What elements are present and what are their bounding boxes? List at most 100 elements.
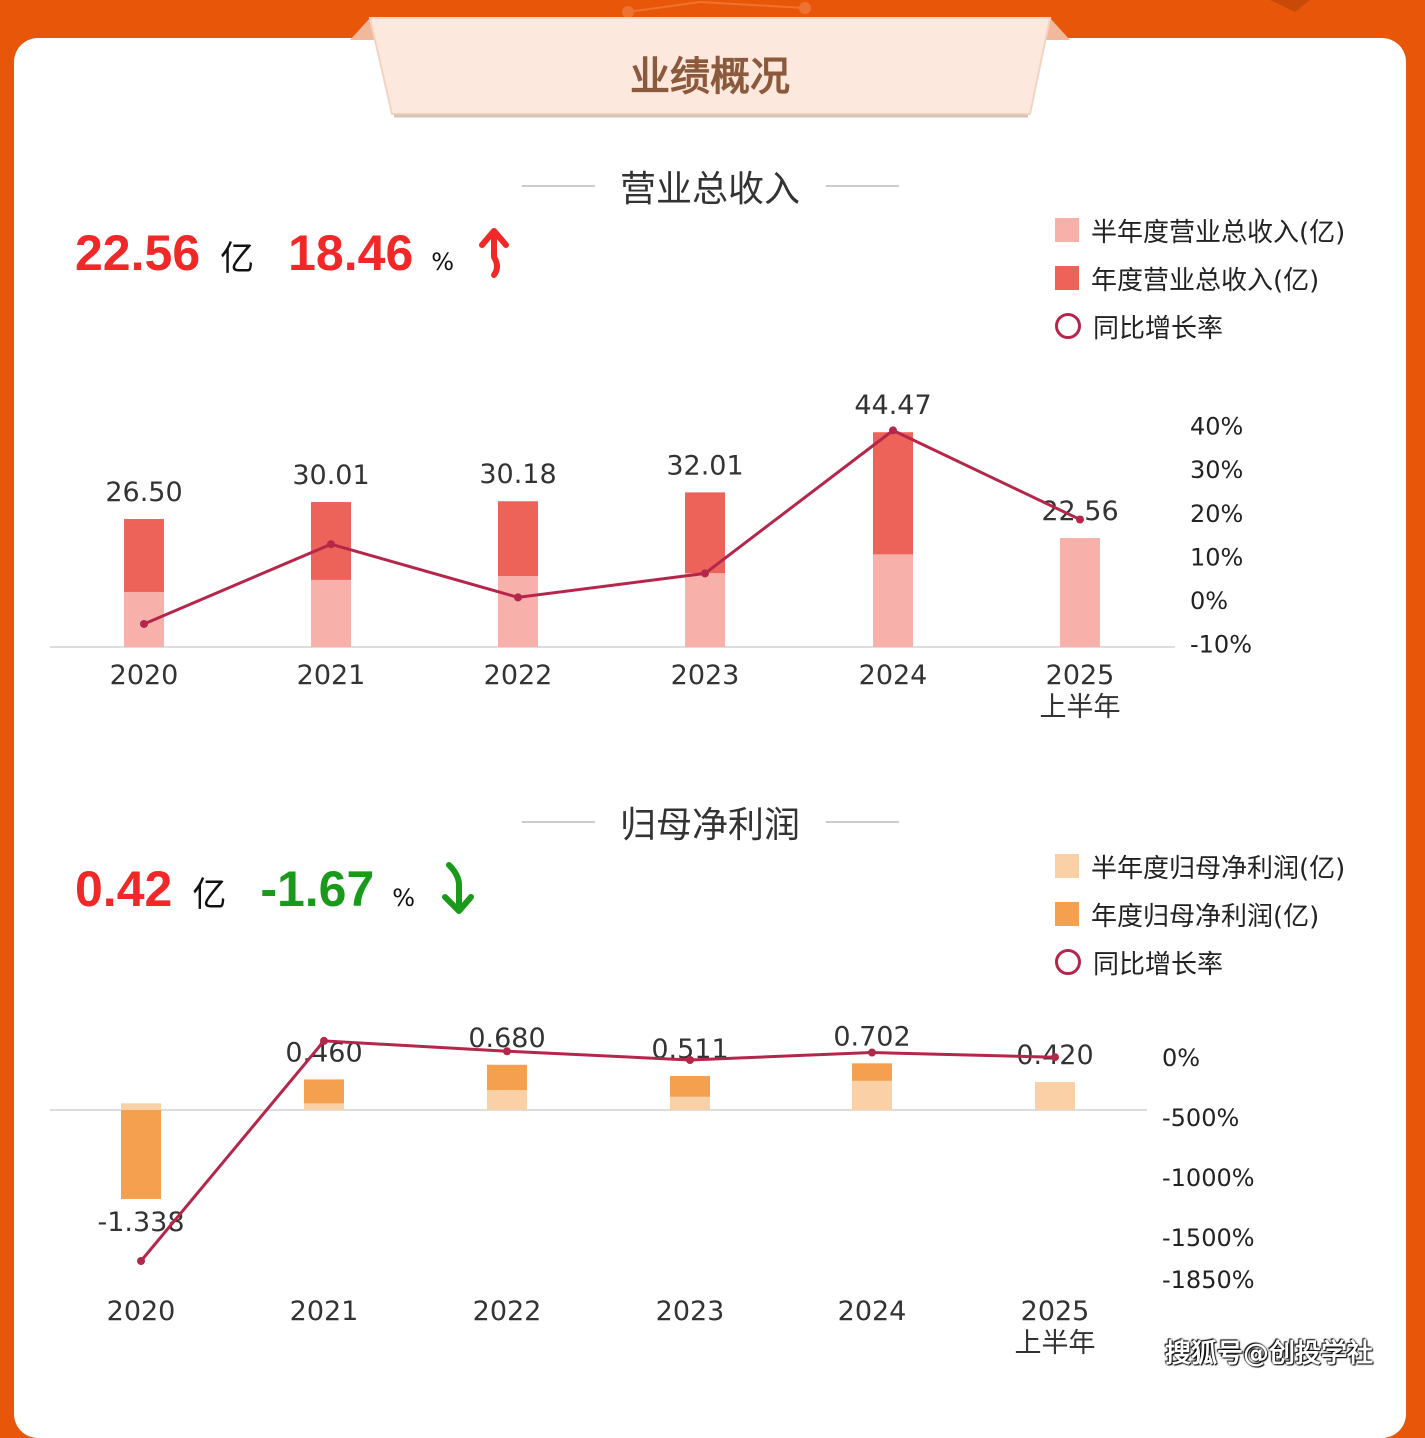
half-year-bar xyxy=(311,579,351,647)
y2-tick-label: 40% xyxy=(1190,413,1243,441)
growth-point xyxy=(327,540,335,549)
category-label: 2020 xyxy=(107,1296,176,1327)
revenue-headline: 22.56 亿 18.46 % xyxy=(75,224,512,282)
data-label: 30.01 xyxy=(292,460,369,491)
data-label: 30.18 xyxy=(479,459,556,490)
y2-tick-label: -1500% xyxy=(1162,1224,1255,1252)
half-year-bar xyxy=(873,554,913,647)
y2-tick-label: 10% xyxy=(1190,543,1243,571)
category-label: 2025 xyxy=(1046,660,1115,691)
profit-growth: -1.67 xyxy=(260,861,375,917)
revenue-growth: 18.46 xyxy=(288,225,414,281)
half-year-bar xyxy=(852,1080,892,1110)
legend-label: 半年度归母净利润(亿) xyxy=(1091,853,1346,884)
half-year-bar xyxy=(1060,538,1100,647)
growth-point xyxy=(1076,515,1084,524)
growth-point xyxy=(503,1047,511,1056)
half-year-bar xyxy=(487,1090,527,1110)
data-label: 0.702 xyxy=(833,1021,910,1052)
category-label: 上半年 xyxy=(1015,1328,1096,1359)
category-label: 上半年 xyxy=(1040,692,1121,723)
category-label: 2023 xyxy=(671,660,740,691)
y2-tick-label: 20% xyxy=(1190,500,1243,528)
data-label: 32.01 xyxy=(666,450,743,481)
revenue-unit: 亿 xyxy=(220,239,255,279)
profit-headline: 0.42 亿 -1.67 % xyxy=(75,860,477,918)
growth-point xyxy=(889,426,897,435)
category-label: 2020 xyxy=(110,660,179,691)
revenue-section-title: 营业总收入 xyxy=(619,169,800,210)
up-arrow-icon xyxy=(479,228,510,278)
category-label: 2024 xyxy=(859,660,928,691)
banner-title: 业绩概况 xyxy=(630,54,790,100)
title-rule-left xyxy=(522,185,595,187)
category-label: 2025 xyxy=(1021,1296,1090,1327)
content-card xyxy=(14,38,1406,1438)
growth-point xyxy=(137,1257,145,1265)
down-arrow-icon xyxy=(442,862,475,914)
half-year-bar xyxy=(498,575,538,647)
data-label: 26.50 xyxy=(105,477,182,508)
ring-icon xyxy=(1055,949,1081,975)
half-year-bar xyxy=(685,573,725,647)
growth-point xyxy=(701,569,709,578)
ring-icon xyxy=(1055,313,1081,339)
legend-item: 半年度营业总收入(亿) xyxy=(1055,206,1345,254)
title-rule-right xyxy=(826,185,899,187)
title-rule-right xyxy=(826,821,899,823)
revenue-value: 22.56 xyxy=(75,225,201,281)
legend-item: 年度营业总收入(亿) xyxy=(1055,254,1345,302)
legend-swatch xyxy=(1055,218,1079,242)
y2-tick-label: -1850% xyxy=(1162,1266,1255,1294)
charts-canvas: 26.50 2020 30.01 2021 30.18 2022 32.01 2023 44.4… xyxy=(50,390,1255,1359)
legend-label: 年度归母净利润(亿) xyxy=(1091,901,1320,932)
growth-point xyxy=(320,1036,328,1045)
category-label: 2021 xyxy=(290,1296,359,1327)
y2-tick-label: 0% xyxy=(1190,587,1228,615)
revenue-legend: 半年度营业总收入(亿) 年度营业总收入(亿) 同比增长率 xyxy=(1055,206,1345,350)
y2-tick-label: 0% xyxy=(1162,1044,1200,1072)
growth-line xyxy=(143,428,1081,626)
legend-item: 同比增长率 xyxy=(1055,302,1345,350)
profit-growth-unit: % xyxy=(392,884,416,912)
growth-point xyxy=(868,1048,876,1057)
legend-label: 同比增长率 xyxy=(1093,949,1224,980)
category-label: 2022 xyxy=(484,660,553,691)
legend-swatch xyxy=(1055,266,1079,290)
half-year-bar xyxy=(670,1096,710,1110)
y2-tick-label: -500% xyxy=(1162,1104,1239,1132)
legend-item: 同比增长率 xyxy=(1055,938,1345,986)
legend-swatch xyxy=(1055,854,1079,878)
data-label: -1.338 xyxy=(97,1207,184,1238)
category-label: 2021 xyxy=(297,660,366,691)
legend-label: 同比增长率 xyxy=(1093,313,1224,344)
profit-section-title: 归母净利润 xyxy=(619,805,800,846)
category-label: 2023 xyxy=(656,1296,725,1327)
growth-point xyxy=(1051,1053,1059,1062)
y2-tick-label: -1000% xyxy=(1162,1164,1255,1192)
category-label: 2022 xyxy=(473,1296,542,1327)
half-year-bar xyxy=(121,1103,161,1110)
profit-value: 0.42 xyxy=(75,861,173,917)
category-label: 2024 xyxy=(838,1296,907,1327)
background-network-decoration xyxy=(622,0,1310,18)
growth-point xyxy=(514,593,522,602)
growth-point xyxy=(140,619,148,628)
legend-label: 半年度营业总收入(亿) xyxy=(1091,217,1346,248)
annual-bar xyxy=(121,1110,161,1199)
watermark: 搜狐号@创投学社 xyxy=(1165,1339,1374,1369)
data-label: 44.47 xyxy=(854,390,931,421)
legend-item: 半年度归母净利润(亿) xyxy=(1055,842,1345,890)
y2-tick-label: -10% xyxy=(1190,631,1252,659)
revenue-growth-unit: % xyxy=(431,248,455,276)
growth-point xyxy=(686,1056,694,1064)
y2-tick-label: 30% xyxy=(1190,456,1243,484)
profit-legend: 半年度归母净利润(亿) 年度归母净利润(亿) 同比增长率 xyxy=(1055,842,1345,986)
half-year-bar xyxy=(304,1103,344,1110)
title-rule-left xyxy=(522,821,595,823)
profit-unit: 亿 xyxy=(192,875,227,915)
half-year-bar xyxy=(1035,1082,1075,1110)
legend-label: 年度营业总收入(亿) xyxy=(1091,265,1320,296)
legend-item: 年度归母净利润(亿) xyxy=(1055,890,1345,938)
growth-line xyxy=(139,1039,1056,1262)
